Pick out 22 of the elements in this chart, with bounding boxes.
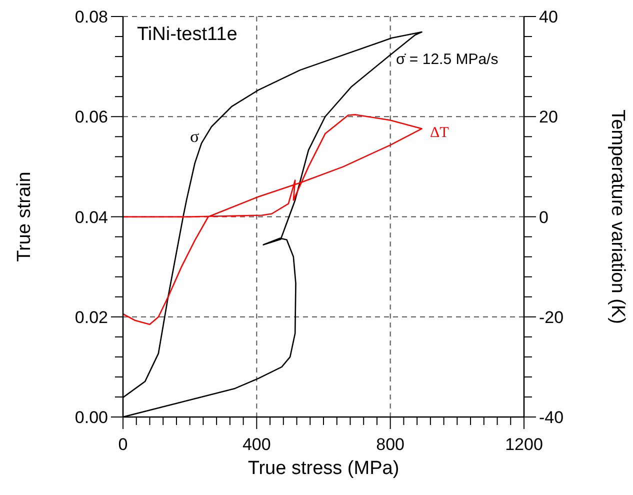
annotation: σ̇ = 12.5 MPa/s bbox=[396, 51, 498, 68]
y-tick-label: 0.00 bbox=[74, 408, 108, 427]
y2-tick-label: -20 bbox=[539, 308, 564, 327]
y2-tick-label: 40 bbox=[539, 8, 558, 26]
x-tick-label: 400 bbox=[242, 435, 271, 454]
y2-tick-label: -40 bbox=[539, 408, 564, 427]
y-tick-label: 0.08 bbox=[74, 8, 108, 26]
y2-tick-label: 20 bbox=[539, 108, 558, 127]
series-label: ΔT bbox=[430, 125, 449, 141]
series-label: σ bbox=[190, 127, 200, 146]
y2-tick-label: 0 bbox=[539, 208, 548, 227]
x-tick-label: 800 bbox=[376, 435, 405, 454]
x-axis-title: True stress (MPa) bbox=[248, 458, 400, 479]
chart-title: TiNi-test11e bbox=[137, 24, 238, 45]
line-series bbox=[122, 114, 422, 326]
x-tick-label: 1200 bbox=[505, 435, 543, 454]
y-axis-title: True strain bbox=[14, 172, 35, 262]
y2-axis-title: Temperature variation (K) bbox=[607, 110, 628, 324]
y-tick-label: 0.02 bbox=[74, 308, 108, 327]
y-tick-label: 0.04 bbox=[74, 208, 108, 227]
x-tick-label: 0 bbox=[118, 435, 128, 454]
y-tick-label: 0.06 bbox=[74, 108, 108, 127]
